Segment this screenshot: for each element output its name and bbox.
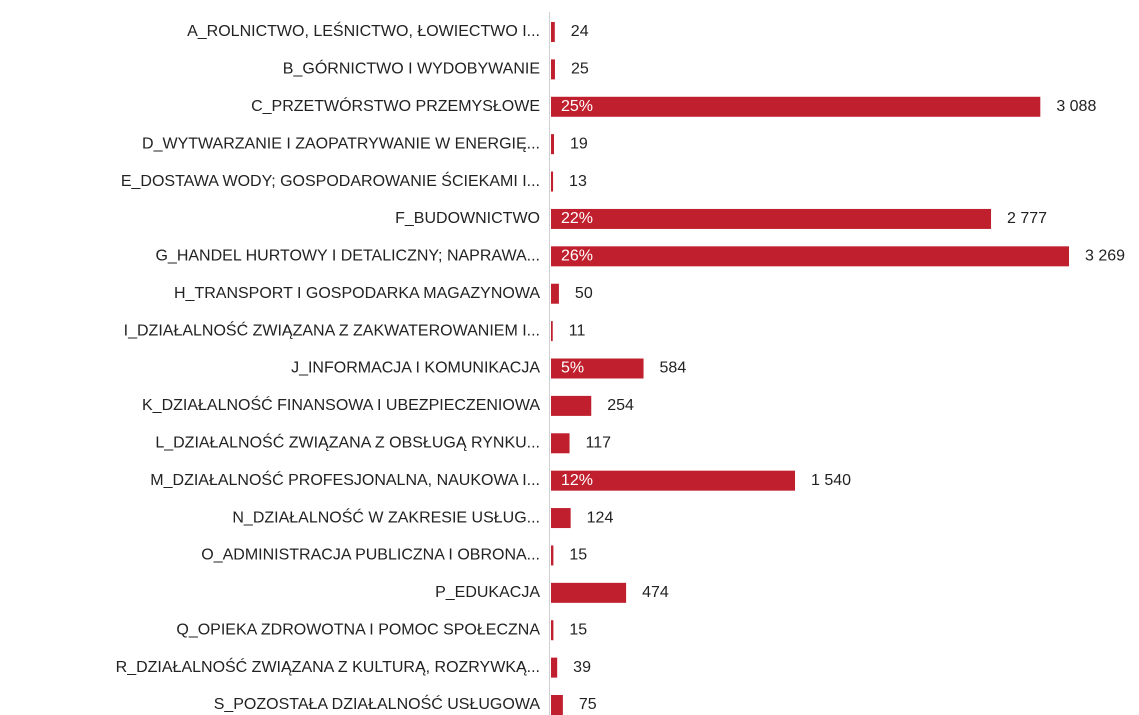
value-label: 75 [579, 696, 597, 713]
share-label: 22% [561, 210, 593, 227]
bar [551, 620, 554, 641]
bar [551, 59, 555, 80]
category-label: C_PRZETWÓRSTWO PRZEMYSŁOWE [251, 96, 540, 115]
category-label: F_BUDOWNICTWO [395, 210, 540, 227]
bar [551, 246, 1069, 267]
category-label: O_ADMINISTRACJA PUBLICZNA I OBRONA... [201, 547, 540, 564]
value-label: 24 [571, 23, 589, 40]
bar [551, 695, 563, 715]
value-label: 39 [573, 659, 591, 676]
category-label: K_DZIAŁALNOŚĆ FINANSOWA I UBEZPIECZENIOW… [142, 395, 540, 414]
category-label: G_HANDEL HURTOWY I DETALICZNY; NAPRAWA..… [155, 248, 540, 265]
category-label: R_DZIAŁALNOŚĆ ZWIĄZANA Z KULTURĄ, ROZRYW… [116, 657, 540, 676]
share-label: 12% [561, 472, 593, 489]
category-label: M_DZIAŁALNOŚĆ PROFESJONALNA, NAUKOWA I..… [150, 470, 540, 489]
value-label: 474 [642, 584, 669, 601]
value-label: 117 [586, 434, 612, 451]
category-label: L_DZIAŁALNOŚĆ ZWIĄZANA Z OBSŁUGĄ RYNKU..… [155, 432, 540, 451]
category-label: P_EDUKACJA [435, 584, 540, 601]
value-label: 254 [607, 397, 634, 414]
value-label: 584 [660, 360, 687, 377]
bar [551, 508, 571, 529]
bar [551, 395, 592, 416]
value-label: 3 269 [1085, 248, 1125, 265]
category-label: I_DZIAŁALNOŚĆ ZWIĄZANA Z ZAKWATEROWANIEM… [124, 320, 540, 339]
value-label: 124 [587, 509, 614, 526]
value-label: 2 777 [1007, 210, 1047, 227]
bar [551, 545, 554, 566]
bar [551, 470, 796, 491]
bar [551, 208, 992, 229]
bar [551, 657, 558, 678]
value-label: 25 [571, 61, 589, 78]
bar [551, 321, 553, 342]
category-label: H_TRANSPORT I GOSPODARKA MAGAZYNOWA [174, 285, 540, 302]
category-label: N_DZIAŁALNOŚĆ W ZAKRESIE USŁUG... [232, 507, 540, 526]
value-label: 3 088 [1056, 98, 1096, 115]
value-label: 13 [569, 173, 587, 190]
bar [551, 582, 627, 603]
bar [551, 134, 555, 155]
bar [551, 358, 644, 379]
category-label: S_POZOSTAŁA DZIAŁALNOŚĆ USŁUGOWA [214, 694, 541, 713]
bar [551, 171, 554, 192]
share-label: 25% [561, 98, 593, 115]
bar [551, 283, 559, 304]
bar [551, 96, 1041, 117]
bar [551, 22, 555, 42]
category-label: A_ROLNICTWO, LEŚNICTWO, ŁOWIECTWO I... [187, 21, 540, 40]
share-label: 26% [561, 248, 593, 265]
category-label: D_WYTWARZANIE I ZAOPATRYWANIE W ENERGIĘ.… [142, 135, 540, 152]
value-label: 15 [569, 547, 587, 564]
category-label: E_DOSTAWA WODY; GOSPODAROWANIE ŚCIEKAMI … [121, 171, 540, 190]
category-label: Q_OPIEKA ZDROWOTNA I POMOC SPOŁECZNA [176, 621, 540, 638]
category-label: B_GÓRNICTWO I WYDOBYWANIE [283, 59, 540, 78]
category-label: J_INFORMACJA I KOMUNIKACJA [291, 360, 540, 377]
value-label: 1 540 [811, 472, 851, 489]
value-label: 50 [575, 285, 593, 302]
value-label: 15 [569, 621, 587, 638]
share-label: 5% [561, 360, 584, 377]
bar [551, 433, 570, 454]
value-label: 11 [569, 322, 586, 339]
value-label: 19 [570, 135, 588, 152]
